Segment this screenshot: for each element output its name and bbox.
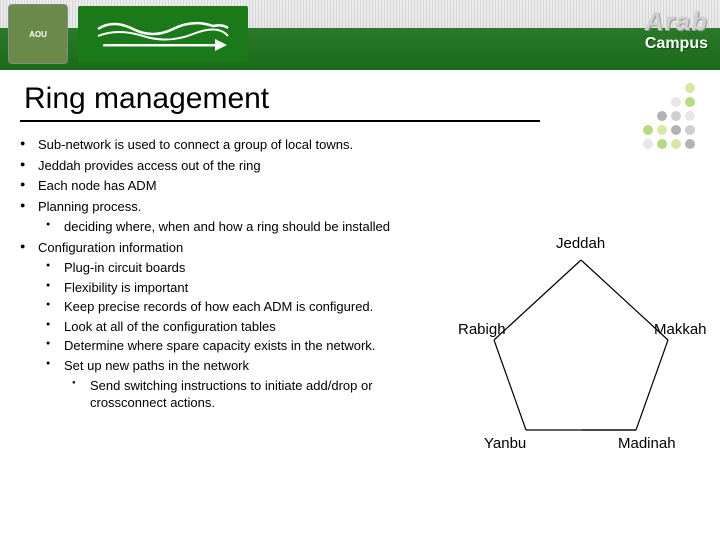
bullet-text: Planning process: [38, 199, 138, 214]
bullet-item: Configuration information Plug-in circui…: [38, 239, 420, 412]
node-label-yanbu: Yanbu: [484, 435, 526, 452]
logo-aou: AOU: [8, 4, 68, 64]
corner-dots-decoration: [630, 80, 710, 170]
brand-block: Arab Campus: [645, 6, 708, 53]
node-label-makkah: Makkah: [654, 321, 706, 338]
bullet-text: Send switching instructions to initiate …: [90, 378, 373, 411]
bullet-text: deciding where, when and how a ring shou…: [64, 219, 390, 234]
bullet-item: Set up new paths in the network Send swi…: [64, 357, 420, 412]
bullet-item: Flexibility is important: [64, 279, 420, 297]
brand-campus: Campus: [645, 35, 708, 53]
node-label-rabigh: Rabigh: [458, 321, 506, 338]
ring-network-diagram: Jeddah Makkah Madinah Yanbu Rabigh: [456, 230, 706, 460]
title-underline: [20, 120, 540, 122]
content-body: Sub-network is used to connect a group o…: [20, 136, 420, 415]
bullet-text: Plug-in circuit boards: [64, 260, 185, 275]
slide-header: AOU Arab Campus: [0, 0, 720, 70]
bullet-text: Set up new paths in the network: [64, 358, 249, 373]
bullet-text: Each node has ADM: [38, 178, 157, 193]
bullet-item: Look at all of the configuration tables: [64, 318, 420, 336]
flag-emblem: [78, 6, 248, 62]
bullet-item: Jeddah provides access out of the ring: [38, 157, 420, 175]
bullet-text: Configuration information: [38, 240, 183, 255]
logo-text: AOU: [29, 30, 47, 39]
bullet-text: Sub-network is used to connect a group o…: [38, 137, 353, 152]
bullet-item: deciding where, when and how a ring shou…: [64, 218, 420, 236]
bullet-item: Each node has ADM: [38, 177, 420, 195]
brand-arab: Arab: [645, 6, 708, 37]
bullet-text: Flexibility is important: [64, 280, 188, 295]
bullet-item: Determine where spare capacity exists in…: [64, 337, 420, 355]
slide-title: Ring management: [24, 82, 269, 116]
bullet-text: Jeddah provides access out of the ring: [38, 158, 261, 173]
bullet-item: Send switching instructions to initiate …: [90, 377, 420, 412]
node-label-madinah: Madinah: [618, 435, 676, 452]
bullet-item: Keep precise records of how each ADM is …: [64, 298, 420, 316]
node-label-jeddah: Jeddah: [556, 235, 605, 252]
bullet-text: Keep precise records of how each ADM is …: [64, 299, 373, 314]
bullet-item: Plug-in circuit boards: [64, 259, 420, 277]
bullet-item: Planning process. deciding where, when a…: [38, 198, 420, 236]
bullet-item: Sub-network is used to connect a group o…: [38, 136, 420, 154]
bullet-text: Determine where spare capacity exists in…: [64, 338, 375, 353]
bullet-text: Look at all of the configuration tables: [64, 319, 276, 334]
